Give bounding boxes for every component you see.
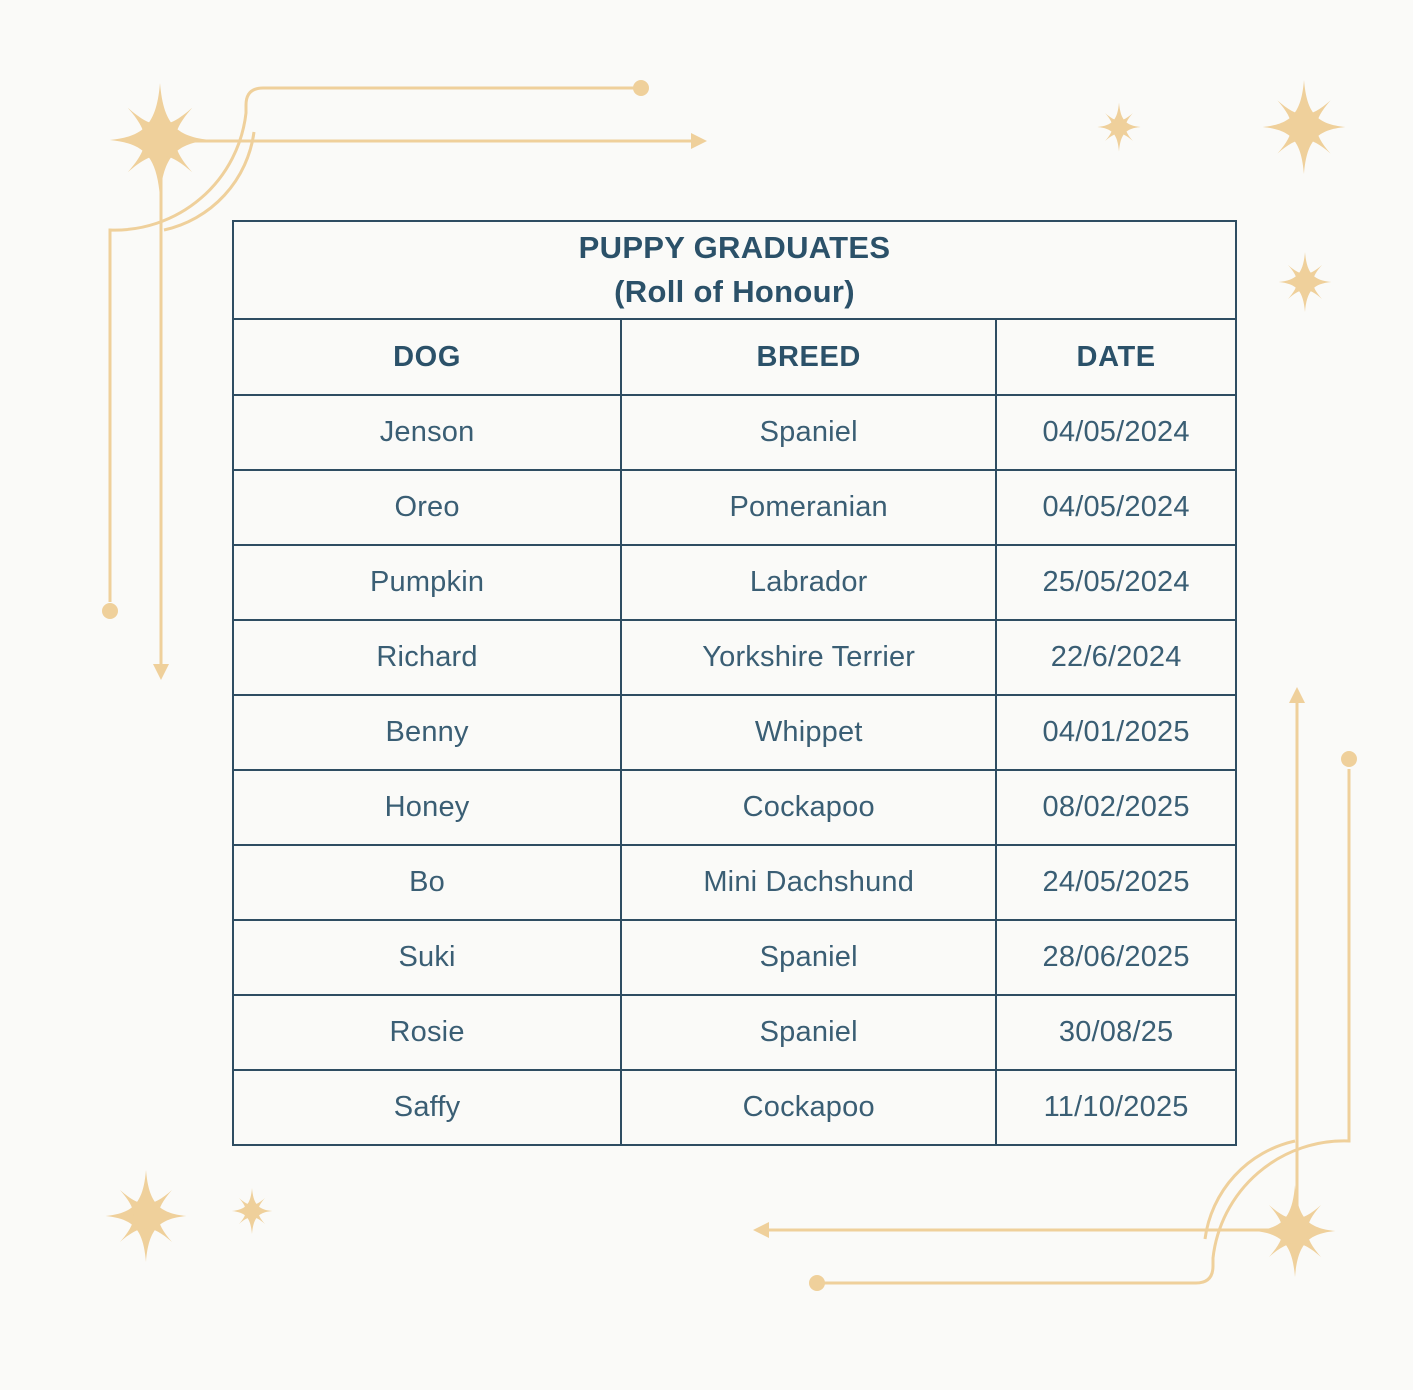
date-cell: 11/10/2025 [995, 1069, 1237, 1146]
date-cell: 28/06/2025 [995, 919, 1237, 996]
date-cell: 04/05/2024 [995, 469, 1237, 546]
table-row: Suki Spaniel 28/06/2025 [231, 919, 1237, 996]
sparkle-star-icon [1271, 248, 1339, 316]
dog-cell: Bo [231, 844, 623, 921]
table-row: Richard Yorkshire Terrier 22/6/2024 [231, 619, 1237, 696]
table-body: Jenson Spaniel 04/05/2024 Oreo Pomerania… [231, 394, 1237, 1146]
table-row: Rosie Spaniel 30/08/25 [231, 994, 1237, 1071]
dog-cell: Suki [231, 919, 623, 996]
dog-cell: Saffy [231, 1069, 623, 1146]
date-cell: 08/02/2025 [995, 769, 1237, 846]
table-title-line1: PUPPY GRADUATES [578, 229, 891, 265]
arrow-head-icon [153, 664, 169, 680]
table-row: Bo Mini Dachshund 24/05/2025 [231, 844, 1237, 921]
arrow-head-icon [753, 1222, 769, 1238]
date-cell: 24/05/2025 [995, 844, 1237, 921]
sparkle-star-icon [95, 75, 225, 205]
dog-cell: Rosie [231, 994, 623, 1071]
column-header-breed: BREED [620, 318, 998, 396]
line-end-dot [102, 603, 118, 619]
table-row: Honey Cockapoo 08/02/2025 [231, 769, 1237, 846]
date-cell: 22/6/2024 [995, 619, 1237, 696]
sparkle-star-icon [1250, 73, 1358, 181]
table-row: Jenson Spaniel 04/05/2024 [231, 394, 1237, 471]
date-cell: 04/01/2025 [995, 694, 1237, 771]
table-row: Saffy Cockapoo 11/10/2025 [231, 1069, 1237, 1146]
sparkle-star-icon [93, 1163, 199, 1269]
line-end-dot [1341, 751, 1357, 767]
line-end-dot [633, 80, 649, 96]
dog-cell: Pumpkin [231, 544, 623, 621]
date-cell: 30/08/25 [995, 994, 1237, 1071]
table-row: Benny Whippet 04/01/2025 [231, 694, 1237, 771]
breed-cell: Spaniel [620, 394, 998, 471]
column-header-dog: DOG [231, 318, 623, 396]
dog-cell: Richard [231, 619, 623, 696]
date-cell: 25/05/2024 [995, 544, 1237, 621]
arrow-head-icon [691, 133, 707, 149]
puppy-graduates-table: PUPPY GRADUATES (Roll of Honour) DOG BRE… [231, 220, 1237, 1146]
table-title-line2: (Roll of Honour) [614, 274, 855, 309]
corner-inner-arc [1203, 1139, 1296, 1240]
breed-cell: Cockapoo [620, 769, 998, 846]
sparkle-star-icon [225, 1184, 279, 1238]
dog-cell: Benny [231, 694, 623, 771]
breed-cell: Labrador [620, 544, 998, 621]
breed-cell: Yorkshire Terrier [620, 619, 998, 696]
breed-cell: Spaniel [620, 919, 998, 996]
table-header-row: DOG BREED DATE [231, 318, 1237, 396]
table-title: PUPPY GRADUATES (Roll of Honour) [232, 220, 1237, 320]
column-header-date: DATE [995, 318, 1237, 396]
line-end-dot [809, 1275, 825, 1291]
dog-cell: Oreo [231, 469, 623, 546]
breed-cell: Cockapoo [620, 1069, 998, 1146]
sparkle-star-icon [1091, 99, 1147, 155]
breed-cell: Pomeranian [620, 469, 998, 546]
arrow-head-icon [1289, 687, 1305, 703]
dog-cell: Jenson [231, 394, 623, 471]
dog-cell: Honey [231, 769, 623, 846]
sparkle-star-icon [1242, 1178, 1348, 1284]
date-cell: 04/05/2024 [995, 394, 1237, 471]
table-row: Pumpkin Labrador 25/05/2024 [231, 544, 1237, 621]
breed-cell: Spaniel [620, 994, 998, 1071]
breed-cell: Whippet [620, 694, 998, 771]
corner-inner-arc [163, 131, 256, 232]
table-row: Oreo Pomeranian 04/05/2024 [231, 469, 1237, 546]
breed-cell: Mini Dachshund [620, 844, 998, 921]
table-title-row: PUPPY GRADUATES (Roll of Honour) [232, 220, 1237, 320]
